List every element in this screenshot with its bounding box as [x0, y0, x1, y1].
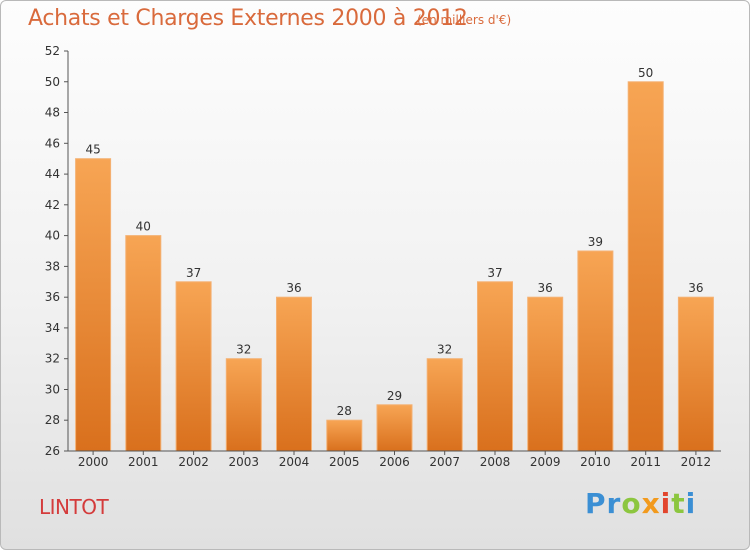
axes-layer: 2000 2001 2002 2003 2004 2005 2006 2007 2008 2009…	[45, 44, 721, 469]
x-tick-label-2004: 2004	[279, 455, 310, 469]
value-label-2009: 36	[538, 281, 553, 295]
bar-2002	[175, 281, 212, 452]
proxiti-logo[interactable]: Proxiti	[585, 487, 696, 520]
logo-letter: i	[685, 487, 697, 520]
y-tick-label-36: 36	[45, 290, 60, 304]
y-tick-label-50: 50	[45, 75, 60, 89]
x-tick-label-2011: 2011	[630, 455, 661, 469]
value-label-2010: 39	[588, 235, 603, 249]
x-tick-label-2010: 2010	[580, 455, 611, 469]
x-tick-label-2005: 2005	[329, 455, 360, 469]
bar-2003	[225, 358, 262, 452]
x-tick-label-2009: 2009	[530, 455, 561, 469]
x-tick-label-2007: 2007	[429, 455, 460, 469]
value-label-2005: 28	[337, 404, 352, 418]
bar-2008	[477, 281, 513, 452]
y-tick-label-44: 44	[45, 167, 60, 181]
x-tick-label-2001: 2001	[128, 455, 159, 469]
value-label-2008: 37	[487, 266, 502, 280]
y-tick-label-52: 52	[45, 44, 60, 58]
value-label-2003: 32	[236, 343, 251, 357]
x-tick-label-2000: 2000	[78, 455, 109, 469]
bar-2004	[276, 296, 312, 452]
y-tick-label-42: 42	[45, 198, 60, 212]
x-tick-label-2012: 2012	[681, 455, 712, 469]
bar-2011	[627, 81, 664, 452]
value-label-2000: 45	[85, 143, 100, 157]
y-tick-label-48: 48	[45, 106, 60, 120]
logo-letter: t	[671, 487, 686, 520]
bar-2012	[677, 296, 714, 452]
logo-letter: P	[585, 487, 607, 520]
logo-letter: x	[641, 487, 661, 520]
commune-name: LINTOT	[39, 495, 109, 519]
chart-title: Achats et Charges Externes 2000 à 2012	[28, 6, 468, 31]
y-tick-label-34: 34	[45, 321, 60, 335]
x-tick-label-2003: 2003	[229, 455, 260, 469]
bar-2005	[326, 419, 363, 452]
y-tick-label-46: 46	[45, 136, 60, 150]
logo-letter: o	[621, 487, 642, 520]
value-label-2004: 36	[286, 281, 301, 295]
y-tick-label-30: 30	[45, 383, 60, 397]
logo-letter: i	[660, 487, 672, 520]
bar-2001	[125, 235, 162, 452]
value-label-2007: 32	[437, 343, 452, 357]
bar-2009	[527, 296, 564, 452]
bars-layer: 45 40 37 32 36 28 29 32 37 36 39 50 36	[75, 66, 714, 452]
y-tick-label-40: 40	[45, 229, 60, 243]
value-label-2006: 29	[387, 389, 402, 403]
value-label-2002: 37	[186, 266, 201, 280]
x-tick-label-2002: 2002	[178, 455, 209, 469]
x-tick-label-2006: 2006	[379, 455, 410, 469]
bar-2010	[577, 250, 614, 452]
value-label-2011: 50	[638, 66, 653, 80]
x-tick-label-2008: 2008	[480, 455, 511, 469]
bar-2007	[426, 358, 463, 452]
chart-unit: (en milliers d'€)	[417, 13, 512, 27]
y-tick-label-28: 28	[45, 413, 60, 427]
value-label-2001: 40	[136, 220, 151, 234]
value-label-2012: 36	[688, 281, 703, 295]
y-tick-label-26: 26	[45, 444, 60, 458]
y-tick-label-38: 38	[45, 259, 60, 273]
logo-letter: r	[606, 487, 622, 520]
bar-2006	[376, 404, 413, 452]
bar-2000	[75, 158, 112, 452]
y-tick-label-32: 32	[45, 352, 60, 366]
